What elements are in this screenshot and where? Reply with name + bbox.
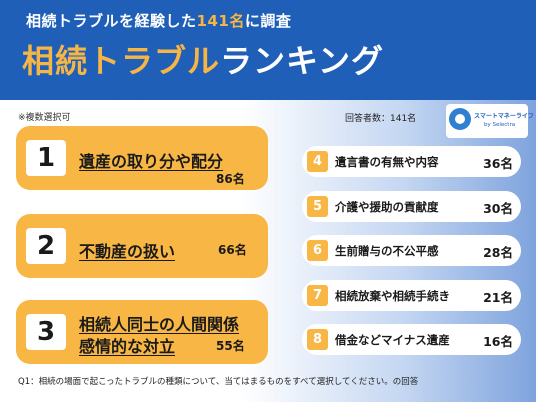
rank-count: 28名 (483, 245, 513, 260)
rank-badge: 2 (26, 228, 66, 264)
rank-item-5: 5 介護や援助の貢献度 30名 (302, 191, 521, 222)
brand-logo: スマートマネーライフ by Selectra (446, 104, 534, 138)
rank-count: 86名 (216, 172, 245, 186)
rank-badge: 1 (26, 140, 66, 176)
rank-item-4: 4 遺言書の有無や内容 36名 (302, 146, 521, 177)
rank-card-2: 2 不動産の扱い 66名 (16, 214, 268, 278)
title-part-b: ランキング (220, 42, 385, 80)
logo-mark-icon (449, 108, 471, 130)
rank-label: 生前贈与の不公平感 (335, 244, 439, 258)
logo-text: スマートマネーライフ (474, 113, 534, 120)
multiple-choice-note: ※複数選択可 (18, 113, 71, 123)
page-title: 相続トラブルランキング (22, 36, 522, 82)
rank-label: 遺産の取り分や配分 (79, 152, 224, 171)
rank-count: 36名 (483, 156, 513, 171)
rank-badge: 3 (26, 314, 66, 350)
rank-item-7: 7 相続放棄や相続手続き 21名 (302, 280, 521, 311)
rank-label: 借金などマイナス遺産 (335, 333, 450, 347)
rank-item-6: 6 生前贈与の不公平感 28名 (302, 235, 521, 266)
rank-label: 介護や援助の貢献度 (335, 200, 439, 214)
rank-badge: 8 (307, 329, 328, 350)
rank-badge: 6 (307, 240, 328, 261)
header-banner (0, 0, 536, 100)
subtitle-count: 141名 (196, 12, 245, 30)
rank-item-8: 8 借金などマイナス遺産 16名 (302, 324, 521, 355)
rank-label-line-1: 相続人同士の人間関係 (79, 315, 240, 334)
survey-subtitle: 相続トラブルを経験した141名に調査 (26, 12, 292, 30)
title-part-a: 相続トラブル (22, 42, 221, 80)
rank-label: 相続放棄や相続手続き (335, 289, 450, 303)
rank-count: 21名 (483, 290, 513, 305)
rank-badge: 5 (307, 196, 328, 217)
rank-count: 16名 (483, 334, 513, 349)
rank-label: 不動産の扱い (79, 242, 176, 261)
rank-card-1: 1 遺産の取り分や配分 86名 (16, 126, 268, 190)
rank-count: 66名 (218, 243, 247, 257)
logo-subtext: by Selectra (484, 122, 516, 128)
rank-label: 遺言書の有無や内容 (335, 155, 439, 169)
respondent-count: 回答者数：141名 (345, 114, 417, 124)
rank-count: 55名 (216, 339, 245, 353)
rank-card-3: 3 相続人同士の人間関係 感情的な対立 55名 (16, 300, 268, 364)
rank-count: 30名 (483, 201, 513, 216)
rank-label-line-2: 感情的な対立 (79, 337, 176, 356)
rank-badge: 7 (307, 285, 328, 306)
question-footnote: Q1：相続の場面で起こったトラブルの種類について、当てはまるものをすべて選択して… (18, 377, 419, 387)
rank-badge: 4 (307, 151, 328, 172)
